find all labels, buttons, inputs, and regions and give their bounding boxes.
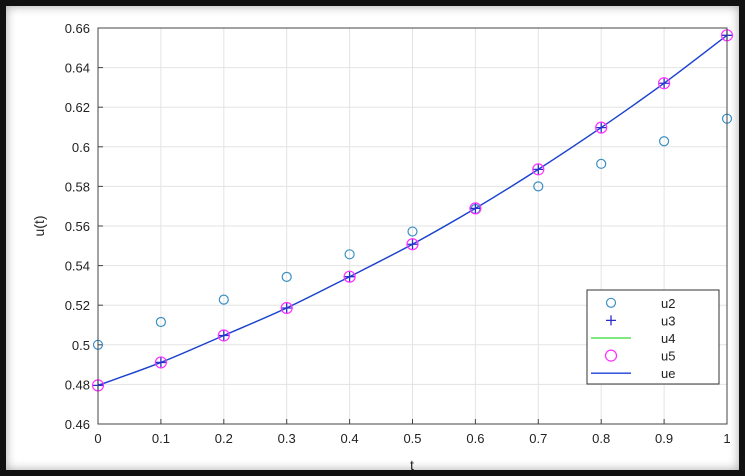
legend-box [586, 289, 720, 385]
series-u3-point [470, 203, 481, 214]
legend-label-u3: u3 [661, 313, 675, 328]
y-tick-label: 0.6 [72, 140, 90, 155]
series-u2-point [218, 294, 229, 305]
x-tick-label: 0.2 [215, 431, 233, 446]
series-u3-point [407, 239, 418, 250]
x-tick-label: 0 [94, 431, 101, 446]
x-tick-label: 0.7 [529, 431, 547, 446]
y-tick-label: 0.54 [65, 259, 90, 274]
series-u2-point [533, 181, 544, 192]
series-u3-point [659, 78, 670, 89]
y-tick-label: 0.52 [65, 298, 90, 313]
y-tick-label: 0.58 [65, 179, 90, 194]
x-tick-label: 1 [723, 431, 730, 446]
series-u3-point [344, 271, 355, 282]
series-u2-point [344, 249, 355, 260]
series-u5-point [406, 238, 419, 251]
series-u2-point [596, 158, 607, 169]
series-u5-point [469, 202, 482, 215]
series-u5-point [532, 163, 545, 176]
y-axis-ticks: 0.46 0.48 0.5 0.52 0.54 0.56 0.58 0.6 0.62 0.64 0.… [65, 21, 103, 432]
legend-marker-u2 [605, 297, 617, 308]
series-u2-point [281, 271, 292, 282]
x-tick-label: 0.4 [341, 431, 359, 446]
series-u5-point [217, 329, 230, 342]
legend-label-u5: u5 [661, 349, 675, 364]
x-tick-label: 0.3 [278, 431, 296, 446]
series-u5-point [595, 121, 608, 134]
series-u3-point [155, 357, 166, 368]
series-u3-point [281, 302, 292, 313]
x-axis-ticks: 0 0.1 0.2 0.3 0.4 0.5 0.6 0.7 0.8 0.9 1 [94, 419, 731, 446]
plot-border [97, 27, 728, 425]
series-u5-point [657, 77, 671, 90]
y-tick-label: 0.48 [65, 377, 90, 392]
x-tick-label: 0.1 [152, 431, 170, 446]
legend-marker-u3 [606, 315, 616, 326]
x-tick-label: 0.6 [466, 431, 484, 446]
y-tick-label: 0.5 [72, 338, 90, 353]
y-axis-label: u(t) [31, 216, 47, 237]
y-tick-label: 0.62 [65, 100, 90, 115]
series-u3-point [533, 164, 544, 175]
x-tick-label: 0.8 [592, 431, 610, 446]
series-u3-point [596, 122, 607, 133]
series-u2-point [407, 226, 418, 237]
x-tick-label: 0.9 [655, 431, 673, 446]
legend: u2 u3 u4 u5 ue [586, 289, 720, 385]
y-tick-label: 0.46 [65, 417, 90, 432]
series-u5-point [154, 356, 167, 369]
y-tick-label: 0.56 [65, 219, 90, 234]
legend-label-u4: u4 [661, 331, 675, 346]
series-u2-point [658, 136, 670, 147]
x-tick-label: 0.5 [403, 431, 421, 446]
x-axis-label: t [410, 457, 414, 473]
legend-label-u2: u2 [661, 296, 675, 311]
series-u2-point [155, 316, 166, 328]
series-u5-point [280, 301, 293, 315]
series-u5-point [343, 270, 356, 283]
y-tick-label: 0.66 [65, 21, 90, 36]
legend-marker-u5 [604, 349, 618, 362]
legend-label-ue: ue [661, 366, 675, 381]
series-u3-point [218, 330, 229, 341]
y-tick-label: 0.64 [65, 61, 90, 76]
